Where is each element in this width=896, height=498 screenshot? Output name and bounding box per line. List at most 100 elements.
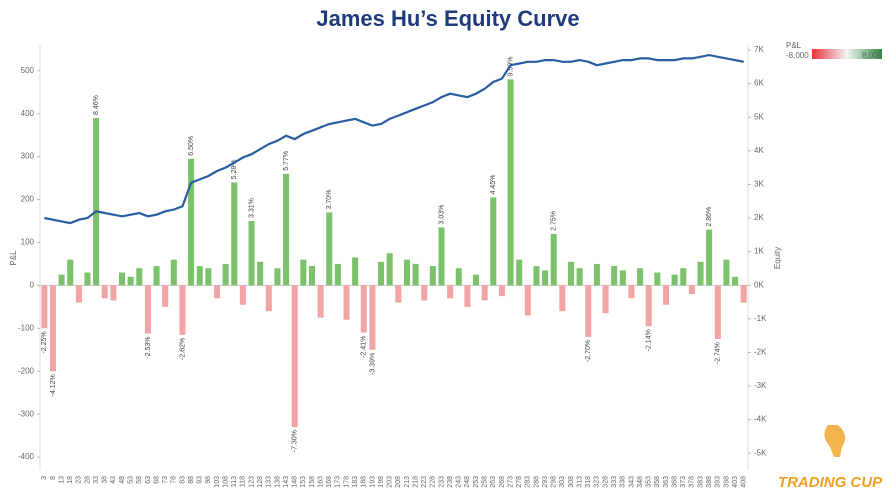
- x-tick-label: 408: [741, 476, 748, 488]
- y-tick-label: -300: [18, 409, 35, 418]
- pct-label: -2.70%: [585, 340, 592, 362]
- legend-title: P&L: [786, 41, 802, 50]
- bar: [386, 253, 393, 286]
- pct-label: 2.75%: [551, 211, 558, 231]
- bar: [412, 263, 419, 286]
- legend-gradient: [812, 49, 882, 59]
- bar: [265, 285, 272, 312]
- bar: [403, 259, 410, 286]
- bar: [196, 266, 203, 286]
- bar: [162, 285, 169, 307]
- bar: [688, 285, 695, 294]
- y2-tick-label: 1K: [754, 247, 764, 256]
- bar: [697, 261, 704, 286]
- x-tick-label: 148: [292, 476, 299, 488]
- y-tick-label: 0: [30, 281, 35, 290]
- bar: [378, 261, 385, 286]
- y2-tick-label: -4K: [754, 415, 767, 424]
- bar: [628, 285, 635, 299]
- bar: [41, 285, 48, 329]
- x-tick-label: 348: [637, 476, 644, 488]
- x-tick-label: 293: [542, 476, 549, 488]
- x-tick-label: 273: [507, 476, 514, 488]
- bar: [222, 263, 229, 286]
- y-tick-label: 200: [21, 195, 35, 204]
- bar: [429, 266, 436, 286]
- bar: [179, 285, 186, 335]
- x-tick-label: 178: [343, 476, 350, 488]
- bar: [84, 272, 91, 286]
- bar: [360, 285, 367, 333]
- chart-title: James Hu’s Equity Curve: [316, 6, 579, 31]
- x-tick-label: 248: [464, 476, 471, 488]
- x-tick-label: 253: [473, 476, 480, 488]
- bar: [524, 285, 531, 316]
- bar: [637, 268, 644, 286]
- x-tick-label: 173: [335, 476, 342, 488]
- x-tick-label: 18: [67, 476, 74, 484]
- legend-max: 8,000: [862, 51, 883, 60]
- y2-tick-label: 4K: [754, 146, 764, 155]
- y2-tick-label: -3K: [754, 381, 767, 390]
- x-tick-label: 378: [689, 476, 696, 488]
- x-tick-label: 288: [533, 476, 540, 488]
- bar: [308, 266, 315, 286]
- bar: [326, 212, 333, 286]
- x-tick-label: 298: [551, 476, 558, 488]
- bar: [671, 274, 678, 286]
- y2-tick-label: -2K: [754, 348, 767, 357]
- y-axis-label: P&L: [9, 250, 18, 266]
- x-tick-label: 308: [568, 476, 575, 488]
- bar: [75, 285, 82, 303]
- pct-label: 3.70%: [326, 190, 333, 210]
- x-tick-label: 263: [490, 476, 497, 488]
- pct-label: -4.12%: [50, 374, 57, 396]
- bar: [576, 268, 583, 286]
- bar: [49, 285, 56, 372]
- y2-tick-label: 0K: [754, 280, 764, 289]
- x-tick-label: 318: [585, 476, 592, 488]
- x-tick-label: 353: [646, 476, 653, 488]
- bar: [274, 268, 281, 286]
- bar: [188, 158, 195, 286]
- x-tick-label: 93: [197, 476, 204, 484]
- bar: [58, 274, 65, 286]
- bar: [611, 266, 618, 286]
- bar: [257, 261, 264, 286]
- bar: [542, 270, 549, 286]
- bar: [300, 259, 307, 286]
- bar: [490, 197, 497, 286]
- bar: [136, 268, 143, 286]
- x-tick-label: 113: [231, 476, 238, 487]
- bar: [516, 259, 523, 286]
- x-tick-label: 323: [594, 476, 601, 488]
- bar: [533, 266, 540, 286]
- x-tick-label: 108: [222, 476, 229, 488]
- bar: [110, 285, 117, 301]
- y-tick-label: 100: [21, 238, 35, 247]
- x-tick-label: 328: [602, 476, 609, 488]
- y-tick-label: 500: [21, 66, 35, 75]
- pct-label: 8.46%: [93, 95, 100, 115]
- bar: [464, 285, 471, 307]
- pct-label: 5.77%: [283, 151, 290, 171]
- x-tick-label: 193: [369, 476, 376, 488]
- bar: [654, 272, 661, 286]
- x-tick-label: 33: [93, 476, 100, 484]
- bar: [248, 221, 255, 286]
- x-tick-label: 133: [266, 476, 273, 488]
- x-tick-label: 383: [697, 476, 704, 488]
- bar: [101, 285, 108, 299]
- pct-label: -3.39%: [369, 353, 376, 375]
- bar: [550, 233, 557, 286]
- y2-tick-label: -5K: [754, 448, 767, 457]
- bar: [343, 285, 350, 320]
- bar: [732, 276, 739, 286]
- bar: [317, 285, 324, 318]
- x-tick-label: 68: [153, 476, 160, 484]
- bar: [680, 268, 687, 286]
- bar: [283, 173, 290, 286]
- x-tick-label: 48: [119, 476, 126, 484]
- pct-label: -2.53%: [145, 336, 152, 358]
